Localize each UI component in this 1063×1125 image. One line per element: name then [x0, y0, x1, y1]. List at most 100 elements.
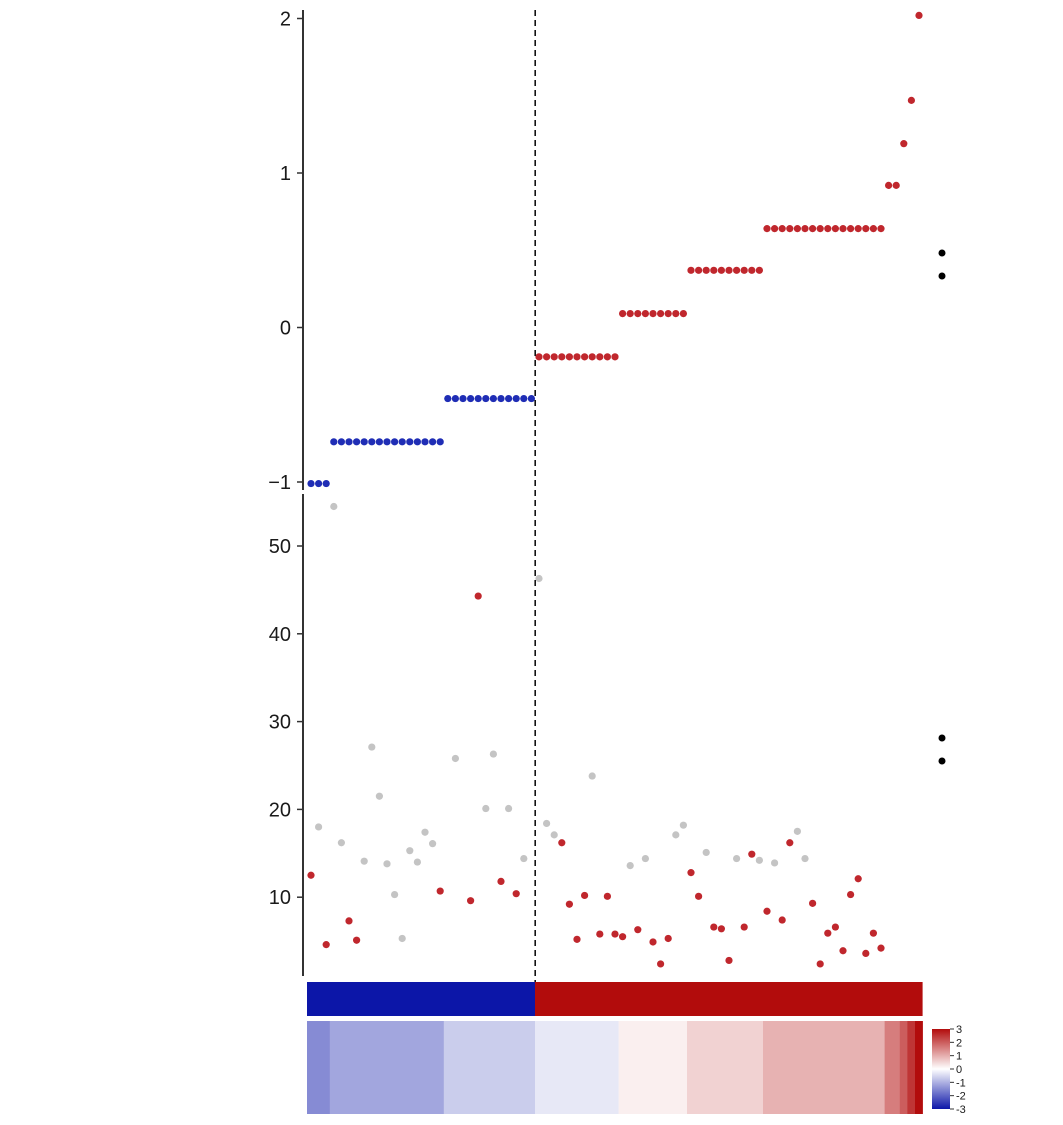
survival-point-alive: [451, 754, 459, 763]
risk-group-legend: [938, 249, 946, 280]
risk-point-high: [900, 140, 908, 148]
heatmap-cell: [687, 1021, 764, 1114]
risk-point-high: [839, 225, 847, 233]
risk-score-panel: −1 0 1 2: [268, 9, 946, 494]
survival-point-alive: [801, 854, 809, 863]
risk-point-high: [748, 266, 756, 274]
risk-point-low: [421, 438, 429, 446]
heatmap-cell: [884, 1021, 901, 1114]
risk-score-tick-label: 2: [280, 9, 291, 31]
risk-point-high: [641, 309, 650, 318]
survival-time-tick-label: 50: [269, 536, 291, 558]
survival-point-alive: [505, 804, 513, 813]
survival-point-dead: [839, 947, 847, 955]
risk-point-low: [345, 438, 353, 446]
risk-point-high: [831, 225, 840, 233]
risk-point-high: [915, 11, 923, 20]
risk-point-high: [877, 225, 885, 233]
status-legend: [938, 734, 946, 765]
risk-group-bar: [307, 982, 923, 1016]
survival-point-dead: [474, 592, 482, 600]
risk-point-low: [482, 394, 490, 403]
risk-point-high: [657, 309, 665, 318]
risk-point-high: [847, 225, 855, 233]
legend-low-marker: [938, 249, 946, 257]
risk-point-low: [383, 438, 391, 446]
survival-point-dead: [573, 935, 581, 943]
survival-point-alive: [360, 857, 368, 865]
risk-point-high: [816, 225, 824, 233]
risk-point-high: [626, 309, 634, 318]
survival-point-dead: [862, 949, 870, 957]
risk-point-low: [474, 394, 482, 403]
risk-point-high: [619, 309, 627, 318]
comorbidity-heatmap: [307, 1021, 923, 1114]
risk-point-high: [763, 225, 771, 233]
risk-point-high: [824, 225, 832, 233]
survival-point-alive: [413, 858, 421, 866]
risk-point-low: [398, 438, 406, 446]
risk-point-low: [413, 438, 421, 446]
survival-point-dead: [695, 892, 703, 900]
survival-point-dead: [847, 890, 855, 899]
survival-point-dead: [558, 839, 566, 847]
risk-point-high: [809, 225, 817, 233]
legend-dead-marker: [938, 734, 946, 742]
risk-point-high: [649, 309, 657, 318]
survival-time-points: [307, 502, 885, 968]
risk-score-tick-label: −1: [268, 472, 291, 494]
risk-point-low: [489, 394, 497, 403]
survival-point-alive: [406, 847, 414, 855]
survival-point-alive: [550, 831, 558, 839]
risk-point-high: [672, 309, 680, 318]
survival-point-dead: [436, 887, 444, 895]
risk-point-high: [733, 266, 741, 274]
survival-point-dead: [748, 850, 756, 858]
survival-point-alive: [375, 792, 383, 800]
survival-point-alive: [702, 848, 710, 857]
heatmap-cell: [329, 1021, 445, 1114]
survival-point-dead: [634, 926, 642, 934]
heatmap-cells: [307, 1021, 923, 1114]
heatmap-cell: [307, 1021, 331, 1114]
risk-point-low: [353, 438, 361, 446]
risk-point-high: [702, 266, 710, 274]
legend-alive-marker: [938, 757, 946, 765]
survival-point-alive: [337, 839, 345, 847]
survival-point-dead: [619, 933, 627, 941]
risk-point-high: [786, 225, 794, 233]
color-scale-ticks: 32 10-1 -2-3: [950, 1024, 966, 1116]
survival-point-dead: [565, 900, 574, 908]
survival-point-dead: [869, 929, 878, 937]
heatmap-cell: [899, 1021, 908, 1114]
survival-point-alive: [755, 856, 764, 864]
color-scale-tick-label: 3: [956, 1024, 962, 1036]
risk-point-high: [634, 309, 642, 318]
risk-point-high: [695, 266, 703, 274]
survival-point-dead: [824, 929, 832, 937]
risk-point-high: [755, 266, 764, 274]
risk-point-low: [505, 394, 513, 403]
survival-point-alive: [588, 772, 596, 780]
survival-point-alive: [421, 828, 429, 836]
risk-point-low: [337, 438, 345, 446]
risk-group-segment-low: [307, 982, 535, 1016]
risk-point-low: [429, 438, 437, 446]
risk-point-high: [679, 309, 688, 318]
survival-point-dead: [467, 897, 475, 905]
risk-point-low: [467, 394, 475, 403]
survival-point-dead: [687, 869, 695, 877]
risk-point-high: [581, 353, 589, 361]
survival-point-dead: [740, 923, 748, 931]
risk-score-tick-label: 0: [280, 318, 291, 340]
color-scale-tick-label: -3: [956, 1104, 966, 1116]
survival-point-dead: [725, 956, 733, 965]
color-scale-tick-label: 1: [956, 1051, 962, 1063]
risk-point-high: [771, 225, 779, 233]
risk-score-tick-label: 1: [280, 163, 291, 185]
color-scale-tick-label: 2: [956, 1037, 962, 1049]
survival-point-dead: [353, 936, 361, 944]
risk-point-high: [907, 96, 916, 104]
risk-point-low: [406, 438, 414, 446]
risk-point-high: [801, 225, 809, 233]
